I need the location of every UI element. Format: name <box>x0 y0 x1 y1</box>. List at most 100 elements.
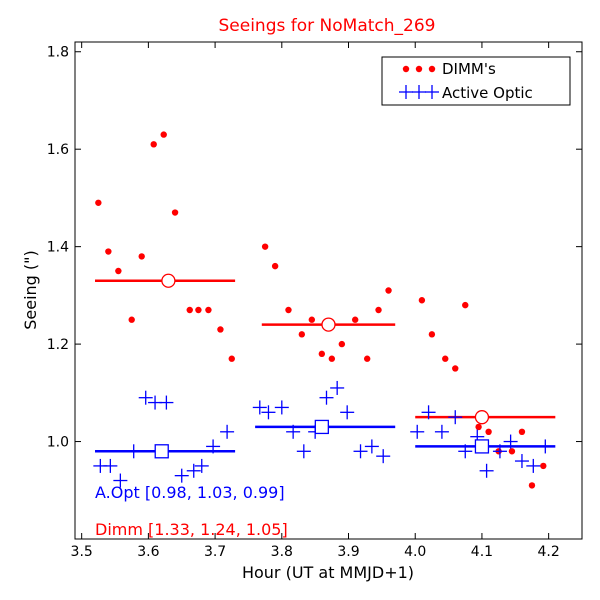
dimm-average-marker <box>474 410 490 425</box>
active-optic-point <box>286 424 301 439</box>
dimm-average-marker <box>321 317 336 332</box>
active-optic-point <box>514 454 529 469</box>
dimm-point <box>138 253 145 260</box>
dimm-point <box>271 262 279 270</box>
active-optic-point <box>503 434 518 449</box>
legend-dimm-dot <box>415 65 423 73</box>
chart-title: Seeings for NoMatch_269 <box>219 16 436 36</box>
active-optic-point <box>319 390 334 405</box>
dimm-point <box>475 423 482 431</box>
active-optic-point <box>492 444 507 459</box>
axis-ticks <box>75 42 582 539</box>
dimm-point <box>261 243 269 250</box>
dimm-point <box>485 428 492 436</box>
dimm-point <box>518 428 526 436</box>
dimm-average-marker <box>161 273 176 288</box>
dimm-point <box>442 355 449 362</box>
active-optic-point <box>330 380 345 395</box>
active-optic-point <box>434 424 449 439</box>
dimm-point <box>115 267 122 275</box>
dimm-point <box>428 331 436 338</box>
legend-box <box>381 56 571 106</box>
active-optic-point <box>410 424 425 439</box>
dimm-point <box>351 316 359 323</box>
dimm-point <box>385 287 392 294</box>
dimm-point <box>217 326 224 333</box>
y-tick-labels: 1.0 1.2 1.4 1.6 1.8 <box>47 45 69 451</box>
active-optic-point <box>526 458 541 473</box>
x-tick-label: 4.2 <box>538 544 560 560</box>
active-optic-point <box>113 473 128 488</box>
x-tick-label: 3.6 <box>137 544 159 560</box>
x-tick-label: 3.7 <box>204 544 226 560</box>
active-optic-point <box>174 468 189 483</box>
legend-active-optic-plus <box>425 85 439 99</box>
dimm-point <box>186 306 193 314</box>
active-optic-point <box>274 400 289 415</box>
dimm-point <box>105 248 112 255</box>
active-optic-point <box>159 395 174 410</box>
active-optic-point <box>252 400 267 415</box>
x-tick-label: 3.9 <box>337 544 359 560</box>
dimm-point <box>462 301 469 309</box>
dimm-point <box>318 350 326 358</box>
dimm-point <box>298 331 306 338</box>
legend: DIMM's Active Optic <box>381 56 571 106</box>
dimm-point <box>195 306 202 314</box>
aopt-average-marker <box>154 444 169 459</box>
data-points <box>93 131 553 489</box>
y-tick-label: 1.8 <box>47 45 69 61</box>
active-optic-point <box>261 405 276 420</box>
aopt-average-marker <box>314 419 329 435</box>
dimm-point <box>171 209 179 216</box>
dimm-point <box>540 462 547 470</box>
dimm-point <box>160 131 167 138</box>
dimm-point <box>228 355 235 362</box>
y-tick-label: 1.6 <box>47 142 69 158</box>
dimm-point <box>528 482 536 489</box>
dimm-point <box>508 448 516 455</box>
dimm-point <box>452 365 459 372</box>
aopt-average-marker <box>474 439 490 454</box>
active-optic-point <box>353 444 368 459</box>
dimm-point <box>205 306 212 314</box>
legend-active-optic-plus <box>399 85 413 99</box>
active-optic-point <box>364 439 379 454</box>
x-tick-labels: 3.5 3.6 3.7 3.8 3.9 4.0 4.1 4.2 <box>71 544 560 560</box>
x-axis-label: Hour (UT at MMJD+1) <box>242 563 414 582</box>
y-axis-label: Seeing (") <box>21 250 40 330</box>
dimm-point <box>328 355 336 362</box>
dimm-point <box>363 355 371 362</box>
active-optic-point <box>220 424 235 439</box>
active-optic-point <box>138 390 153 405</box>
active-optic-point <box>458 444 473 459</box>
x-tick-label: 4.1 <box>471 544 493 560</box>
dimm-point <box>338 340 346 348</box>
y-tick-label: 1.4 <box>47 240 69 256</box>
legend-dimm-marker <box>402 65 436 73</box>
dimm-point <box>308 316 316 323</box>
y-tick-label: 1.2 <box>47 337 69 353</box>
active-optic-point <box>194 458 209 473</box>
aopt-average-annotation: A.Opt [0.98, 1.03, 0.99] <box>95 483 285 502</box>
dimm-point <box>150 141 157 148</box>
active-optic-point <box>340 405 355 420</box>
y-tick-label: 1.0 <box>47 435 69 451</box>
legend-active-optic-plus <box>412 85 426 99</box>
dimm-point <box>375 306 382 314</box>
x-tick-label: 3.5 <box>71 544 93 560</box>
legend-active-optic-label: Active Optic <box>442 84 533 102</box>
dimm-point <box>285 306 292 314</box>
legend-dimm-dot <box>402 65 410 73</box>
legend-dimm-label: DIMM's <box>442 60 496 78</box>
active-optic-point <box>296 444 311 459</box>
active-optic-point <box>538 439 553 454</box>
x-tick-label: 4.0 <box>404 544 426 560</box>
legend-active-optic-marker <box>399 85 439 99</box>
average-markers <box>154 273 490 459</box>
active-optic-point <box>206 439 221 454</box>
legend-dimm-dot <box>428 65 436 73</box>
active-optic-point <box>186 463 201 478</box>
dimm-point <box>95 199 102 206</box>
